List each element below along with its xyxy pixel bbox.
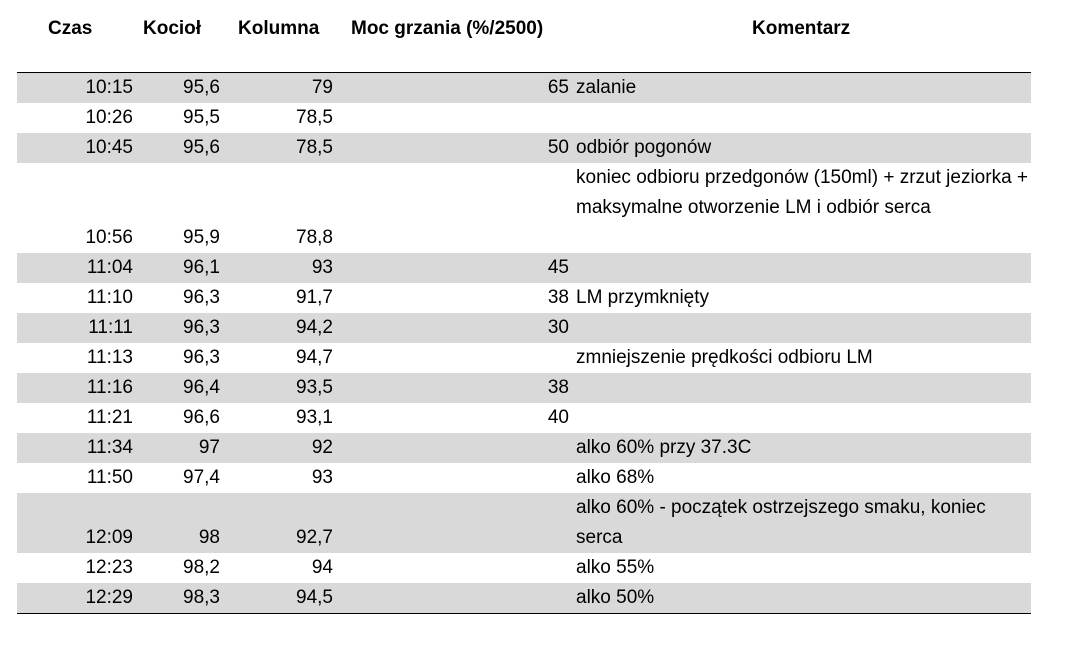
cell-komentarz: alko 60% przy 37.3C	[576, 437, 752, 458]
cell-kolumna: 94,7	[296, 347, 333, 368]
cell-kociol: 95,5	[183, 107, 220, 128]
cell-komentarz: alko 55%	[576, 557, 655, 578]
cell-kolumna: 93,5	[296, 377, 333, 398]
cell-kolumna: 94	[311, 557, 333, 578]
cell-czas: 12:23	[85, 557, 133, 578]
cell-kociol: 98,3	[183, 587, 220, 608]
table-row: 11:34 97 92 alko 60% przy 37.3C	[17, 433, 1031, 463]
table-row: 11:21 96,6 93,1 40	[17, 403, 1031, 433]
cell-moc: 38	[547, 377, 569, 398]
cell-kociol: 96,4	[183, 377, 220, 398]
table-header: Czas Kocioł Kolumna Moc grzania (%/2500)…	[0, 14, 1070, 46]
cell-moc: 30	[547, 317, 569, 338]
cell-czas: 11:50	[86, 467, 133, 488]
cell-kolumna: 93	[311, 257, 333, 278]
cell-czas: 12:29	[85, 587, 133, 608]
cell-kociol: 96,3	[183, 347, 220, 368]
cell-kociol: 97	[198, 437, 220, 458]
table-row: 11:10 96,3 91,7 38 LM przymknięty	[17, 283, 1031, 313]
cell-kociol: 96,3	[183, 317, 220, 338]
cell-kolumna: 92	[311, 437, 333, 458]
cell-czas: 11:11	[88, 317, 133, 338]
cell-moc: 45	[547, 257, 569, 278]
cell-komentarz: alko 68%	[576, 467, 655, 488]
cell-komentarz: LM przymknięty	[576, 287, 710, 308]
cell-kociol: 98	[198, 527, 220, 548]
table-row: 12:09 98 92,7 alko 60% - początek ostrze…	[17, 493, 1031, 553]
cell-czas: 11:34	[86, 437, 133, 458]
cell-kolumna: 91,7	[296, 287, 333, 308]
header-czas: Czas	[48, 18, 93, 39]
cell-czas: 12:09	[85, 527, 133, 548]
table-row: 11:04 96,1 93 45	[17, 253, 1031, 283]
cell-kolumna: 93,1	[296, 407, 333, 428]
header-moc: Moc grzania (%/2500)	[351, 18, 544, 39]
cell-kociol: 95,9	[183, 227, 220, 248]
table-row: 10:45 95,6 78,5 50 odbiór pogonów	[17, 133, 1031, 163]
table-row: 12:29 98,3 94,5 alko 50%	[17, 583, 1031, 613]
cell-czas: 11:10	[86, 287, 133, 308]
table-row: 11:13 96,3 94,7 zmniejszenie prędkości o…	[17, 343, 1031, 373]
cell-moc: 40	[547, 407, 569, 428]
cell-czas: 11:13	[86, 347, 133, 368]
cell-komentarz: odbiór pogonów	[576, 137, 712, 158]
cell-moc: 65	[547, 77, 569, 98]
cell-czas: 10:26	[85, 107, 133, 128]
header-komentarz: Komentarz	[752, 18, 851, 39]
header-kolumna: Kolumna	[238, 18, 320, 39]
cell-czas: 11:16	[86, 377, 133, 398]
cell-kolumna: 94,2	[296, 317, 333, 338]
cell-kociol: 97,4	[183, 467, 220, 488]
table-row: 10:26 95,5 78,5	[17, 103, 1031, 133]
cell-kolumna: 78,5	[296, 137, 333, 158]
cell-kolumna: 93	[311, 467, 333, 488]
cell-komentarz: alko 50%	[576, 587, 655, 608]
cell-kolumna: 78,5	[296, 107, 333, 128]
cell-czas: 10:15	[85, 77, 133, 98]
table-row: 11:11 96,3 94,2 30	[17, 313, 1031, 343]
cell-kolumna: 92,7	[296, 527, 333, 548]
cell-czas: 11:04	[86, 257, 133, 278]
table-row: 10:56 95,9 78,8 koniec odbioru przedgonó…	[17, 163, 1031, 253]
data-table: 10:15 95,6 79 65 zalanie 10:26 95,5 78,5…	[17, 72, 1031, 614]
cell-kociol: 95,6	[183, 77, 220, 98]
cell-kolumna: 79	[311, 77, 333, 98]
cell-komentarz: alko 60% - początek ostrzejszego smaku, …	[576, 497, 986, 548]
cell-czas: 10:45	[85, 137, 133, 158]
cell-kociol: 98,2	[183, 557, 220, 578]
header-kociol: Kocioł	[143, 18, 202, 39]
cell-komentarz: zalanie	[576, 77, 637, 98]
cell-moc: 38	[547, 287, 569, 308]
cell-kociol: 96,6	[183, 407, 220, 428]
cell-kociol: 96,1	[183, 257, 220, 278]
cell-komentarz: koniec odbioru przedgonów (150ml) + zrzu…	[576, 167, 1029, 218]
cell-kolumna: 94,5	[296, 587, 333, 608]
cell-kolumna: 78,8	[296, 227, 333, 248]
cell-moc: 50	[547, 137, 569, 158]
table-row: 10:15 95,6 79 65 zalanie	[17, 73, 1031, 103]
table-row: 12:23 98,2 94 alko 55%	[17, 553, 1031, 583]
table-row: 11:50 97,4 93 alko 68%	[17, 463, 1031, 493]
cell-czas: 11:21	[86, 407, 133, 428]
table-row: 11:16 96,4 93,5 38	[17, 373, 1031, 403]
cell-kociol: 96,3	[183, 287, 220, 308]
cell-komentarz: zmniejszenie prędkości odbioru LM	[576, 347, 873, 368]
cell-czas: 10:56	[85, 227, 133, 248]
cell-kociol: 95,6	[183, 137, 220, 158]
